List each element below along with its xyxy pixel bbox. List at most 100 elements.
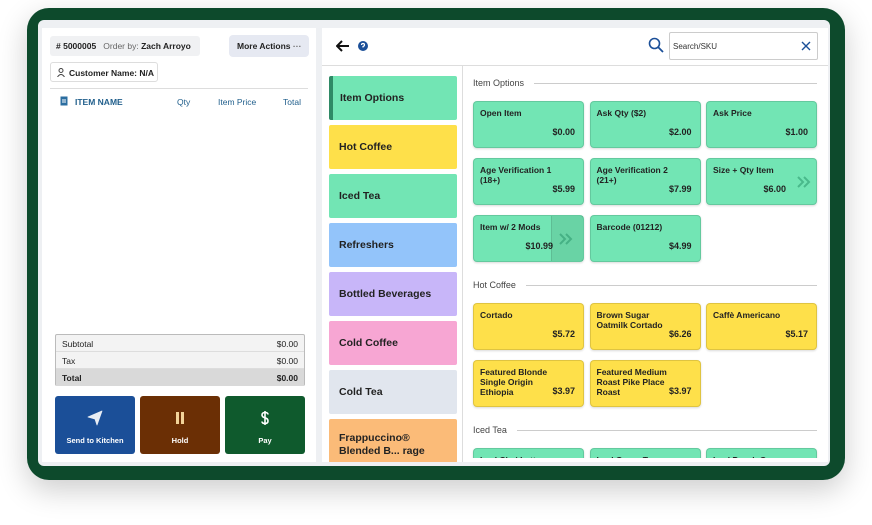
item-tile[interactable]: Iced Peach Green Tea$5.39 [706,448,817,458]
item-name: Age Verification 1 (18+) [480,165,552,185]
order-panel: # 5000005 Order by: Zach Arroyo More Act… [42,28,316,462]
customer-chip[interactable]: Customer Name: N/A [50,62,158,82]
section-title: Hot Coffee [473,280,817,290]
category-label: Item Options [340,91,405,104]
item-price: $3.97 [668,386,692,396]
button-label: Hold [171,436,189,445]
item-name: Open Item [480,108,522,118]
category-button[interactable]: Refreshers [329,223,457,267]
totals-box: Subtotal $0.00 Tax $0.00 Total $0.00 [55,334,305,386]
item-price: $7.99 [668,184,692,194]
item-name: Iced Peach Green Tea [713,455,793,458]
person-icon [57,68,65,77]
totals-row: Tax $0.00 [56,352,304,369]
action-button[interactable]: Send to Kitchen [55,396,135,454]
column-header: ITEM NAME [75,97,123,107]
category-label: Cold Coffee [339,336,398,349]
button-icon [261,411,269,425]
category-button[interactable]: Iced Tea [329,174,457,218]
clear-icon[interactable] [801,41,811,51]
doc-icon [60,96,68,106]
item-name: Caffè Americano [713,310,781,320]
search-box[interactable]: Search/SKU [669,32,818,60]
menu-panel: Search/SKU Item Options Hot Coffee Iced Te… [322,28,828,462]
item-tile[interactable]: Featured Medium Roast Pike Place Roast $3… [589,360,701,407]
category-label: Cold Tea [339,385,383,398]
search-placeholder: Search/SKU [673,42,718,51]
item-tile[interactable]: Age Verification 1 (18+) $5.99 [473,158,584,205]
order-by-label: Order by: [103,41,139,51]
back-arrow[interactable] [336,40,350,52]
action-button[interactable]: Pay [225,396,305,454]
item-grid: Item Options Open Item $0.00 Ask Qty ($2) $2… [463,66,828,458]
totals-row: Total $0.00 [56,369,304,386]
item-tile[interactable]: Cortado $5.72 [473,303,584,350]
button-label: Pay [258,436,272,445]
item-tile[interactable]: Ask Price $1.00 [706,101,817,148]
category-label: Refreshers [339,238,394,251]
customer-name: Customer Name: N/A [69,68,155,78]
action-button[interactable]: Hold [140,396,220,454]
item-name: Size + Qty Item [713,165,774,175]
item-price: $6.00 [763,184,786,194]
item-name: Barcode (01212) [596,222,663,232]
item-price: $5.72 [552,329,575,339]
item-name: Ask Price [713,108,752,118]
category-button[interactable]: Hot Coffee [329,125,457,169]
item-tile[interactable]: Item w/ 2 Mods $10.99 [473,215,584,262]
order-chip: # 5000005 Order by: Zach Arroyo [50,36,200,56]
button-icon [176,412,184,424]
category-label: Iced Tea [339,189,381,202]
order-by: Zach Arroyo [141,41,191,51]
item-name: Iced Chai Latte [480,455,560,458]
totals-label: Subtotal [62,339,94,349]
column-header: Item Price [218,97,257,107]
button-icon [87,410,103,426]
divider [462,66,463,462]
item-tile[interactable]: Size + Qty Item $6.00 [706,158,817,205]
item-price: $6.26 [668,329,692,339]
item-tile[interactable]: Caffè Americano $5.17 [706,303,817,350]
item-tile[interactable]: Iced Chai Latte$6.80 [473,448,584,458]
column-header: Qty [177,97,191,107]
category-label: Frappuccino® Blended B... rage [339,432,425,457]
item-name: Ask Qty ($2) [596,108,647,118]
item-tile[interactable]: Barcode (01212) $4.99 [589,215,701,262]
item-tile[interactable]: Brown Sugar Oatmilk Cortado $6.26 [589,303,701,350]
category-button[interactable]: Cold Tea [329,370,457,414]
item-tile[interactable]: Open Item $0.00 [473,101,584,148]
item-name: Featured Medium Roast Pike Place Roast [596,367,667,397]
search-icon[interactable] [648,37,664,53]
item-tile[interactable]: Featured Blonde Single Origin Ethiopia $3… [473,360,584,407]
item-price: $10.99 [525,241,553,251]
category-button[interactable]: Bottled Beverages [329,272,457,316]
divider [50,88,308,89]
category-list: Item Options Hot Coffee Iced Tea Refreshers… [322,66,462,462]
totals-value: $0.00 [276,339,298,349]
order-number: # 5000005 [56,41,97,51]
totals-value: $0.00 [276,356,298,366]
help-icon[interactable] [358,41,368,51]
category-button[interactable]: Cold Coffee [329,321,457,365]
category-button[interactable]: Item Options [329,76,457,120]
item-name: Cortado [480,310,513,320]
item-tile[interactable]: Ask Qty ($2) $2.00 [589,101,701,148]
item-name: Age Verification 2 (21+) [596,165,668,185]
totals-label: Tax [62,356,76,366]
totals-row: Subtotal $0.00 [56,335,304,352]
totals-label: Total [62,373,82,383]
item-name: Item w/ 2 Mods [480,222,541,232]
item-price: $2.00 [668,127,692,137]
top-bar: Search/SKU [322,28,828,66]
mods-indicator [790,159,816,204]
category-label: Hot Coffee [339,140,393,153]
more-actions-button[interactable]: More Actions ··· [229,35,309,57]
category-button[interactable]: Frappuccino® Blended B... rage [329,419,457,462]
item-tile[interactable]: Age Verification 2 (21+) $7.99 [589,158,701,205]
section-title: Iced Tea [473,425,817,435]
item-price: $0.00 [552,127,575,137]
item-tile[interactable]: Iced Green Tea$4.84 [589,448,701,458]
chevron-icon [559,233,573,245]
item-price: $1.00 [785,127,808,137]
